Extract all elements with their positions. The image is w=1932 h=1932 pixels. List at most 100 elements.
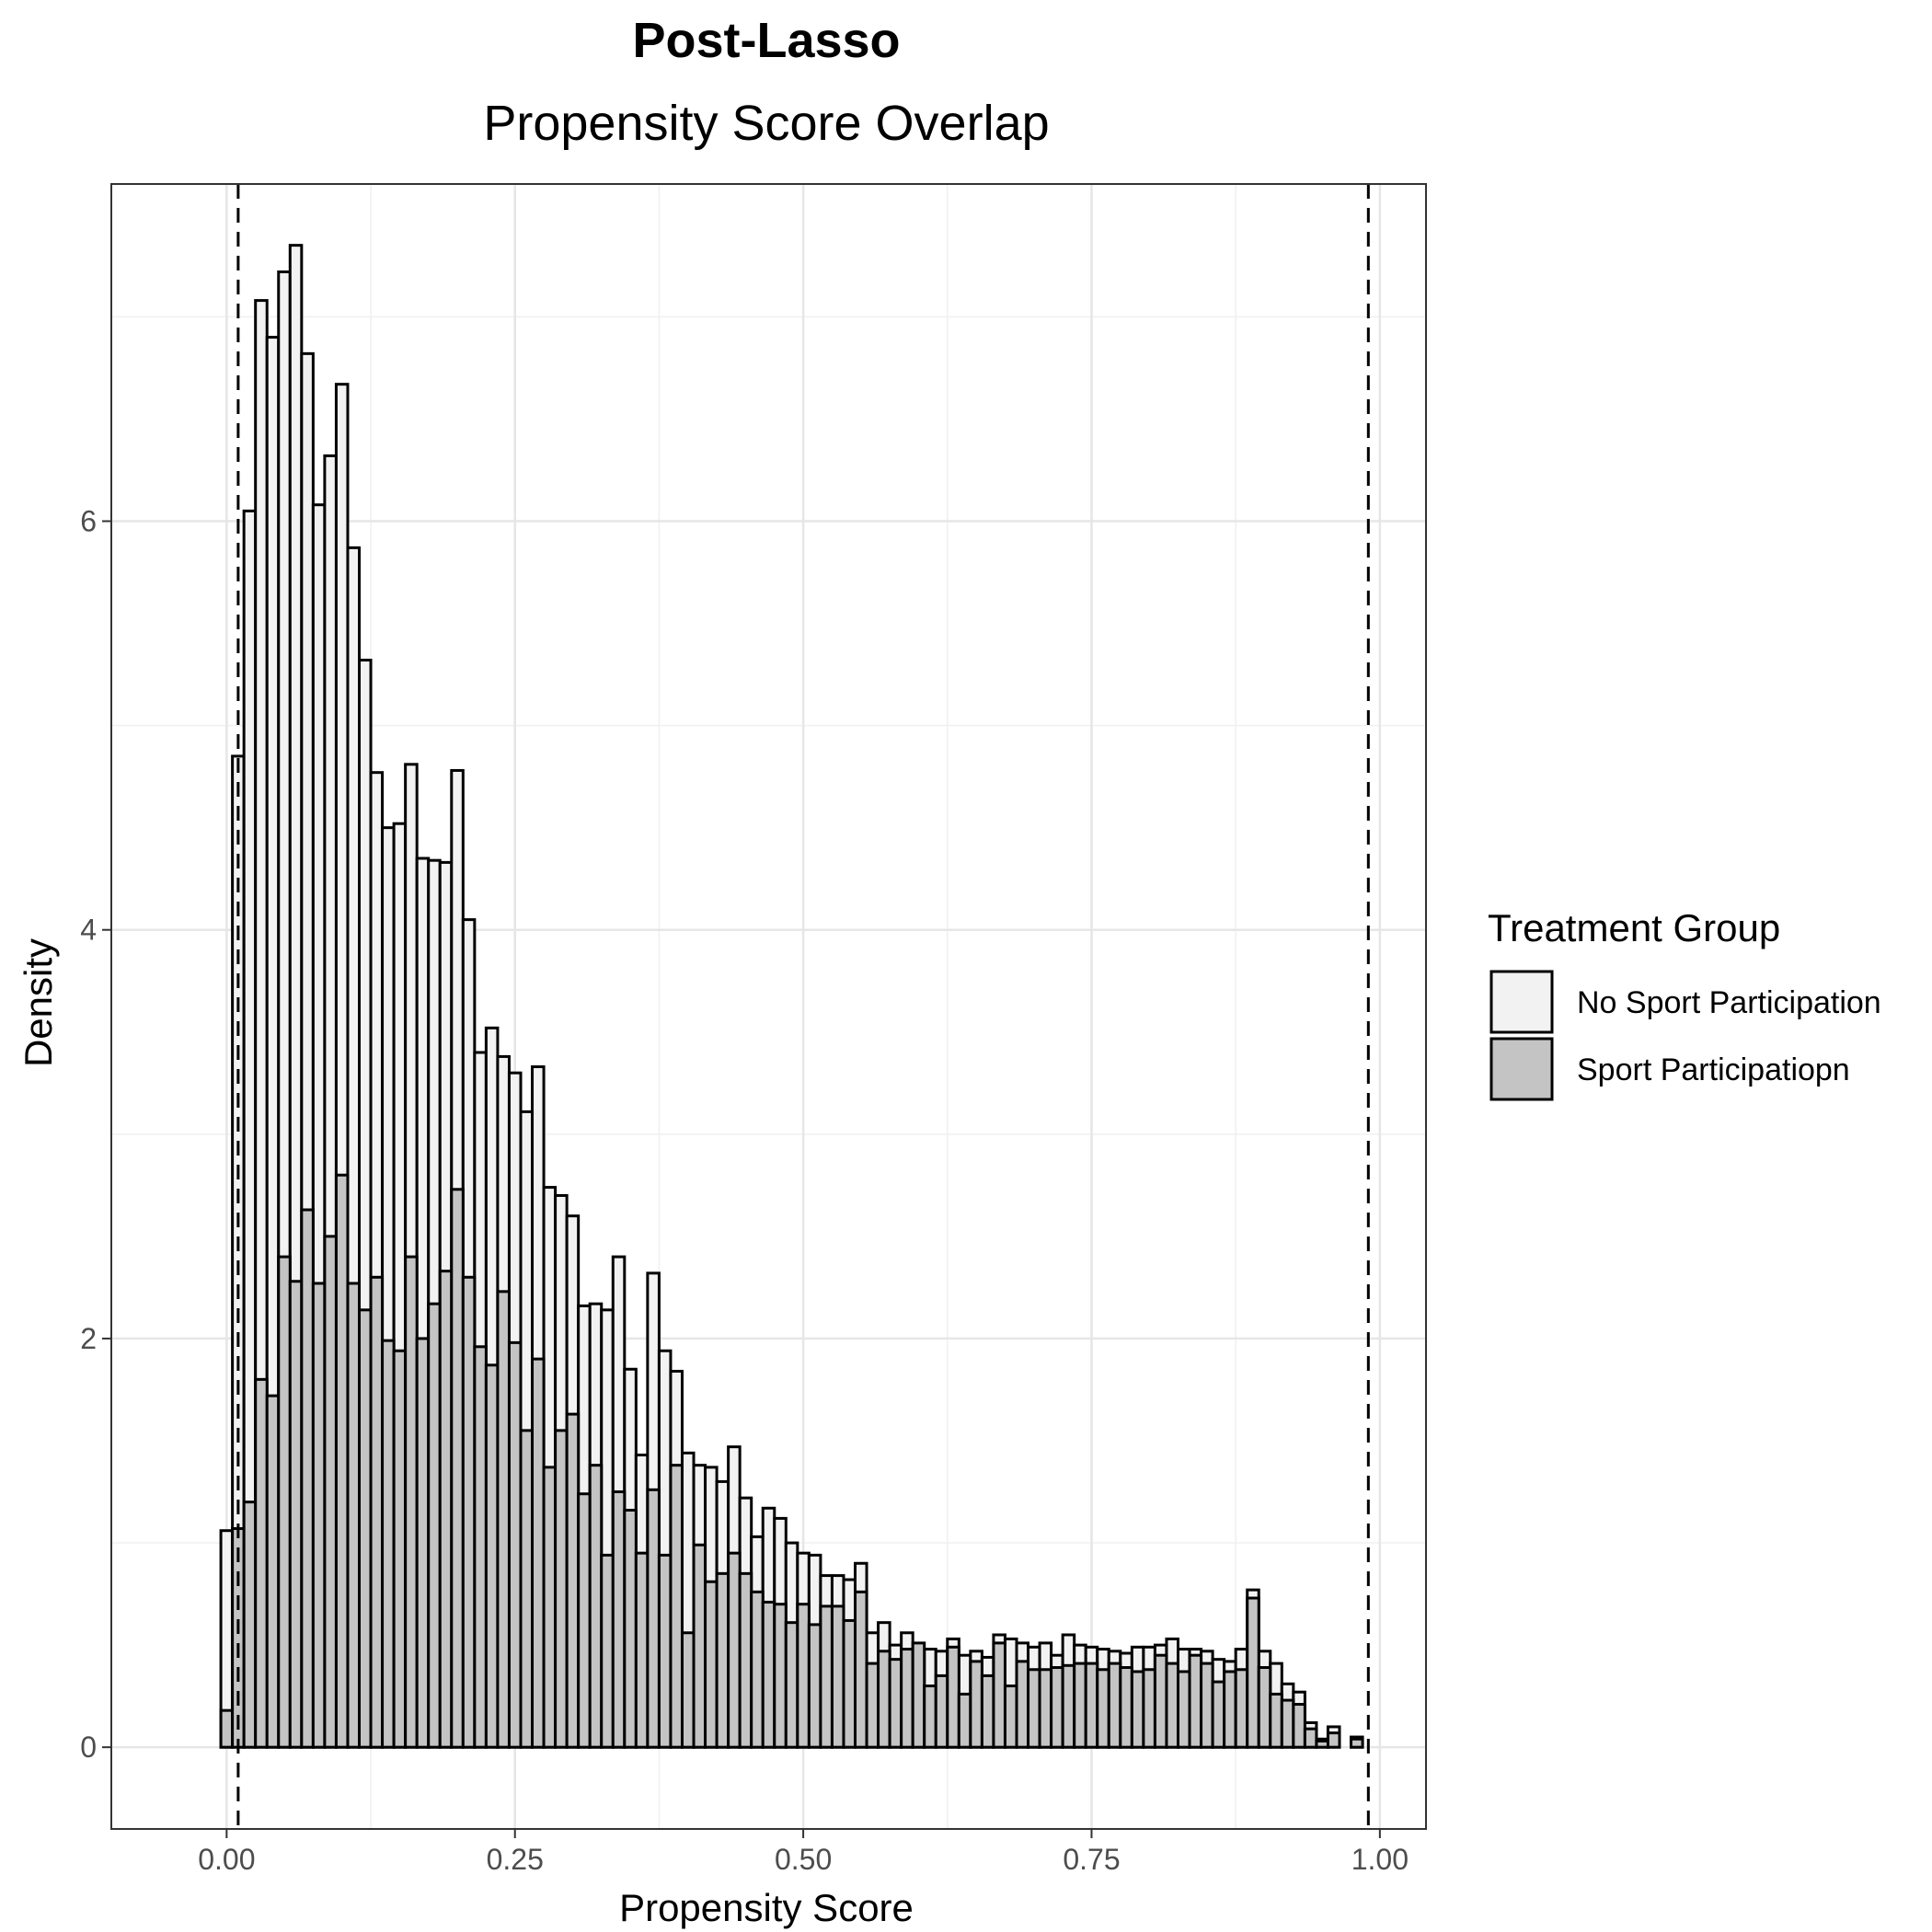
legend-key-sport — [1489, 1037, 1554, 1101]
legend-key-no-sport — [1489, 970, 1554, 1034]
bar-sport — [796, 1603, 811, 1749]
sport-bars — [219, 1173, 1364, 1749]
bar-sport — [484, 1363, 500, 1749]
bar-sport — [542, 1466, 558, 1749]
bar-sport — [1096, 1668, 1110, 1749]
bar-sport — [980, 1673, 995, 1749]
bar-sport — [1269, 1692, 1283, 1749]
bar-sport — [265, 1394, 281, 1749]
x-axis-title: Propensity Score — [619, 1886, 914, 1929]
bar-sport — [219, 1708, 235, 1749]
bar-sport — [969, 1660, 983, 1749]
bar-sport — [842, 1618, 857, 1749]
bar-sport — [1038, 1668, 1053, 1749]
y-tick-label: 2 — [80, 1322, 97, 1355]
bar-sport — [369, 1275, 385, 1749]
bar-sport — [900, 1648, 914, 1749]
bar-sport — [634, 1551, 650, 1749]
bar-sport — [450, 1188, 465, 1749]
bar-sport — [288, 1280, 304, 1749]
bar-sport — [923, 1685, 937, 1749]
bar-sport — [807, 1623, 822, 1749]
bar-sport — [830, 1604, 845, 1749]
bar-sport — [946, 1645, 960, 1749]
bar-sport — [1188, 1653, 1203, 1749]
legend-label-sport: Sport Participatiopn — [1577, 1052, 1850, 1087]
chart-title: Post-Lasso — [632, 13, 900, 68]
axis-ticks: 0.00 0.25 0.50 0.75 1.00 0 2 4 6 — [80, 504, 1409, 1876]
legend-label-no-sport: No Sport Participation — [1577, 985, 1881, 1020]
bar-sport — [1084, 1662, 1099, 1749]
bar-sport — [600, 1553, 615, 1749]
y-tick-label: 6 — [80, 504, 97, 537]
bar-sport — [957, 1692, 972, 1749]
x-tick-label: 1.00 — [1351, 1843, 1409, 1876]
bar-sport — [704, 1580, 719, 1749]
bar-sport — [1130, 1670, 1145, 1749]
bar-sport — [311, 1282, 327, 1749]
bar-sport — [1280, 1698, 1295, 1749]
bar-sport — [715, 1571, 730, 1749]
bar-sport — [1350, 1737, 1364, 1749]
bar-sport — [588, 1464, 604, 1749]
bar-sport — [1107, 1662, 1122, 1749]
bar-sport — [1211, 1680, 1226, 1749]
bar-sport — [1223, 1670, 1237, 1749]
bar-sport — [680, 1631, 696, 1749]
bar-sport — [1142, 1668, 1156, 1749]
bar-sport — [507, 1340, 523, 1749]
bar-sport — [1176, 1670, 1191, 1749]
bar-sport — [254, 1377, 269, 1749]
bar-sport — [911, 1641, 926, 1749]
bar-sport — [473, 1345, 488, 1749]
bar-sport — [854, 1590, 868, 1749]
bar-sport — [531, 1357, 546, 1749]
bar-sport — [1050, 1666, 1064, 1749]
bar-sport — [761, 1600, 776, 1749]
bar-sport — [242, 1501, 258, 1749]
bar-sport — [323, 1235, 338, 1749]
bar-sport — [773, 1603, 788, 1749]
bar-sport — [381, 1339, 396, 1749]
x-tick-label: 0.75 — [1063, 1843, 1120, 1876]
bar-sport — [1003, 1685, 1018, 1749]
bar-sport — [577, 1492, 592, 1749]
bar-sport — [692, 1543, 707, 1749]
y-tick-label: 0 — [80, 1731, 97, 1764]
bar-sport — [554, 1429, 569, 1749]
bar-sport — [877, 1650, 891, 1749]
bar-sport — [934, 1673, 949, 1749]
legend: Treatment Group No Sport Participation S… — [1488, 906, 1881, 1101]
bar-sport — [738, 1571, 753, 1749]
bar-sport — [1073, 1662, 1087, 1749]
x-tick-label: 0.00 — [198, 1843, 255, 1876]
bar-sport — [1015, 1660, 1030, 1749]
bar-sport — [784, 1621, 799, 1749]
bar-sport — [404, 1255, 419, 1749]
bar-sport — [461, 1275, 477, 1749]
bar-sport — [1027, 1668, 1041, 1749]
bar-sport — [496, 1290, 511, 1749]
bar-sport — [865, 1662, 880, 1749]
bar-sport — [669, 1464, 684, 1749]
bar-sport — [346, 1282, 362, 1749]
chart-subtitle: Propensity Score Overlap — [483, 96, 1049, 151]
plot-panel-border — [110, 183, 1427, 1830]
bar-sport — [727, 1551, 742, 1749]
y-tick-label: 4 — [80, 914, 97, 947]
bar-sport — [427, 1302, 442, 1749]
bar-sport — [819, 1604, 834, 1749]
bar-sport — [611, 1490, 627, 1749]
bar-sport — [1200, 1662, 1214, 1749]
bar-sport — [1234, 1668, 1249, 1749]
bar-sport — [1246, 1596, 1260, 1749]
x-tick-label: 0.50 — [775, 1843, 832, 1876]
bar-sport — [657, 1553, 673, 1749]
bar-sport — [1153, 1653, 1168, 1749]
legend-title: Treatment Group — [1488, 906, 1780, 949]
bar-sport — [334, 1173, 350, 1749]
bar-sport — [1119, 1666, 1133, 1749]
bar-sport — [1292, 1703, 1306, 1749]
bar-sport — [1257, 1666, 1272, 1749]
